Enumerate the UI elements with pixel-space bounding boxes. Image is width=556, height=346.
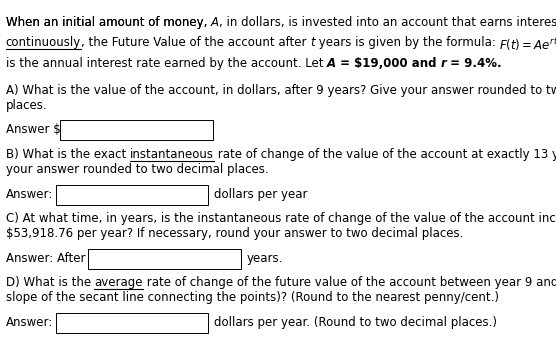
Text: = 9.4%.: = 9.4%. [446, 57, 502, 70]
Text: slope of the secant line connecting the points)? (Round to the nearest penny/cen: slope of the secant line connecting the … [6, 291, 499, 304]
Text: $F(t) = Ae^{rt}$: $F(t) = Ae^{rt}$ [499, 36, 556, 53]
Text: A) What is the value of the account, in dollars, after 9 years? Give your answer: A) What is the value of the account, in … [6, 84, 556, 97]
Text: , in dollars, is invested into an account that earns interest: , in dollars, is invested into an accoun… [219, 16, 556, 29]
Text: Answer:: Answer: [6, 188, 53, 201]
Text: continuously: continuously [6, 36, 81, 49]
FancyBboxPatch shape [60, 120, 213, 140]
Text: rate of change of the value of the account at exactly 13 years? Give: rate of change of the value of the accou… [214, 148, 556, 161]
Text: r: r [440, 57, 446, 70]
Text: Answer:: Answer: [6, 316, 53, 329]
FancyBboxPatch shape [56, 313, 208, 333]
Text: A: A [211, 16, 219, 29]
Text: places.: places. [6, 99, 47, 112]
FancyBboxPatch shape [88, 249, 241, 269]
Text: = $19,000 and: = $19,000 and [336, 57, 440, 70]
Text: Answer $: Answer $ [6, 123, 60, 136]
Text: average: average [95, 276, 143, 289]
FancyBboxPatch shape [56, 185, 208, 205]
Text: A: A [327, 57, 336, 70]
Text: $53,918.76 per year? If necessary, round your answer to two decimal places.: $53,918.76 per year? If necessary, round… [6, 227, 463, 240]
Text: C) At what time, in years, is the instantaneous rate of change of the value of t: C) At what time, in years, is the instan… [6, 212, 556, 225]
Text: years.: years. [246, 252, 282, 265]
Text: t: t [310, 36, 315, 49]
Text: D) What is the: D) What is the [6, 276, 95, 289]
Text: dollars per year. (Round to two decimal places.): dollars per year. (Round to two decimal … [214, 316, 497, 329]
Text: is the annual interest rate earned by the account. Let: is the annual interest rate earned by th… [6, 57, 327, 70]
Text: When an initial amount of money,: When an initial amount of money, [6, 16, 211, 29]
Text: B) What is the exact: B) What is the exact [6, 148, 130, 161]
Text: dollars per year: dollars per year [214, 188, 307, 201]
Text: instantaneous: instantaneous [130, 148, 214, 161]
Text: , the Future Value of the account after: , the Future Value of the account after [81, 36, 310, 49]
Text: your answer rounded to two decimal places.: your answer rounded to two decimal place… [6, 163, 268, 176]
Text: years is given by the formula:: years is given by the formula: [315, 36, 499, 49]
Text: rate of change of the future value of the account between year 9 and year 11 (i.: rate of change of the future value of th… [143, 276, 556, 289]
Text: When an initial amount of money,: When an initial amount of money, [6, 16, 211, 29]
Text: Answer: After: Answer: After [6, 252, 85, 265]
